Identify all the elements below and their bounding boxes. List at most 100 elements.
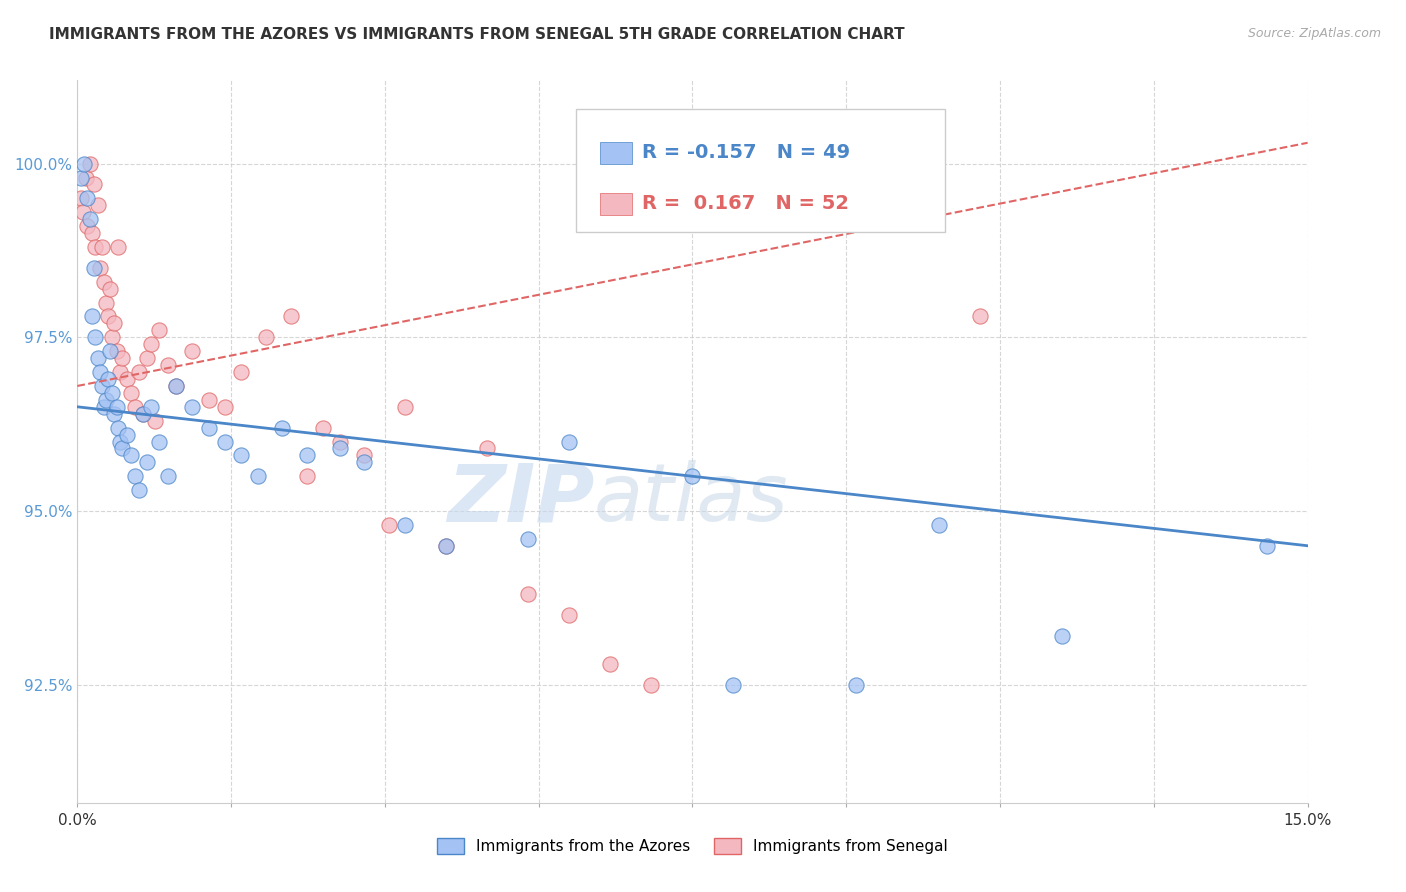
Point [101,330,124,344]
Point [1256,539,1278,553]
Point [394,400,416,414]
Text: IMMIGRANTS FROM THE AZORES VS IMMIGRANTS FROM SENEGAL 5TH GRADE CORRELATION CHAR: IMMIGRANTS FROM THE AZORES VS IMMIGRANTS… [49,27,905,42]
Point [72,205,94,219]
Point [87,351,110,366]
Point [141,337,163,351]
Point [105,400,128,414]
Y-axis label: 5th Grade: 5th Grade [0,403,3,480]
Point [599,657,621,671]
Point [97,372,120,386]
Point [128,365,150,379]
Text: R =  0.167   N = 52: R = 0.167 N = 52 [643,194,849,213]
Point [107,420,129,434]
FancyBboxPatch shape [600,194,633,215]
Point [120,385,142,400]
Point [107,240,129,254]
Point [136,455,159,469]
Point [181,400,204,414]
Text: 0.0%: 0.0% [58,814,97,828]
Point [246,469,269,483]
Point [558,608,581,623]
Point [723,678,745,692]
Point [120,449,142,463]
Point [295,469,318,483]
Point [101,385,124,400]
Point [83,178,105,192]
Point [94,295,117,310]
Point [271,420,294,434]
Point [82,310,104,324]
Point [90,240,114,254]
Point [477,442,499,456]
Point [141,400,163,414]
Point [928,517,950,532]
Point [148,434,170,449]
Point [76,191,98,205]
Point [115,372,138,386]
Text: atlas: atlas [595,460,789,539]
Point [97,310,120,324]
Point [111,442,134,456]
Point [231,365,253,379]
Point [969,310,991,324]
Point [84,240,107,254]
Point [108,434,131,449]
Point [156,469,179,483]
Point [165,379,187,393]
Point [845,678,868,692]
Point [79,212,101,227]
Point [214,400,236,414]
Point [353,455,375,469]
Point [143,414,166,428]
Point [124,400,146,414]
Point [73,156,96,170]
Point [517,587,540,601]
Text: 15.0%: 15.0% [1284,814,1331,828]
Point [181,344,204,359]
Point [640,678,662,692]
Point [70,170,93,185]
Point [165,379,187,393]
Point [89,365,111,379]
Point [804,143,827,157]
Point [87,198,110,212]
Point [76,219,98,234]
Point [128,483,150,498]
Point [89,260,111,275]
Point [90,379,114,393]
Point [329,442,352,456]
Point [197,392,219,407]
Point [93,400,115,414]
Point [517,532,540,546]
Point [83,260,105,275]
Point [378,517,401,532]
Point [197,420,219,434]
Point [124,469,146,483]
Text: R = -0.157   N = 49: R = -0.157 N = 49 [643,144,851,162]
Point [132,407,155,421]
Point [231,449,253,463]
Point [329,434,352,449]
Point [103,317,125,331]
Point [111,351,134,366]
Point [103,407,125,421]
Point [70,191,93,205]
Point [105,344,128,359]
Point [295,449,318,463]
FancyBboxPatch shape [600,143,633,164]
Point [136,351,159,366]
Point [353,449,375,463]
Point [436,539,458,553]
Point [148,323,170,337]
Point [84,330,107,344]
Point [75,170,97,185]
Legend: Immigrants from the Azores, Immigrants from Senegal: Immigrants from the Azores, Immigrants f… [430,832,955,860]
Point [82,226,104,240]
Point [79,156,101,170]
Point [682,469,704,483]
Point [254,330,277,344]
Point [132,407,155,421]
Point [312,420,335,434]
Point [156,358,179,372]
Text: ZIP: ZIP [447,460,595,539]
